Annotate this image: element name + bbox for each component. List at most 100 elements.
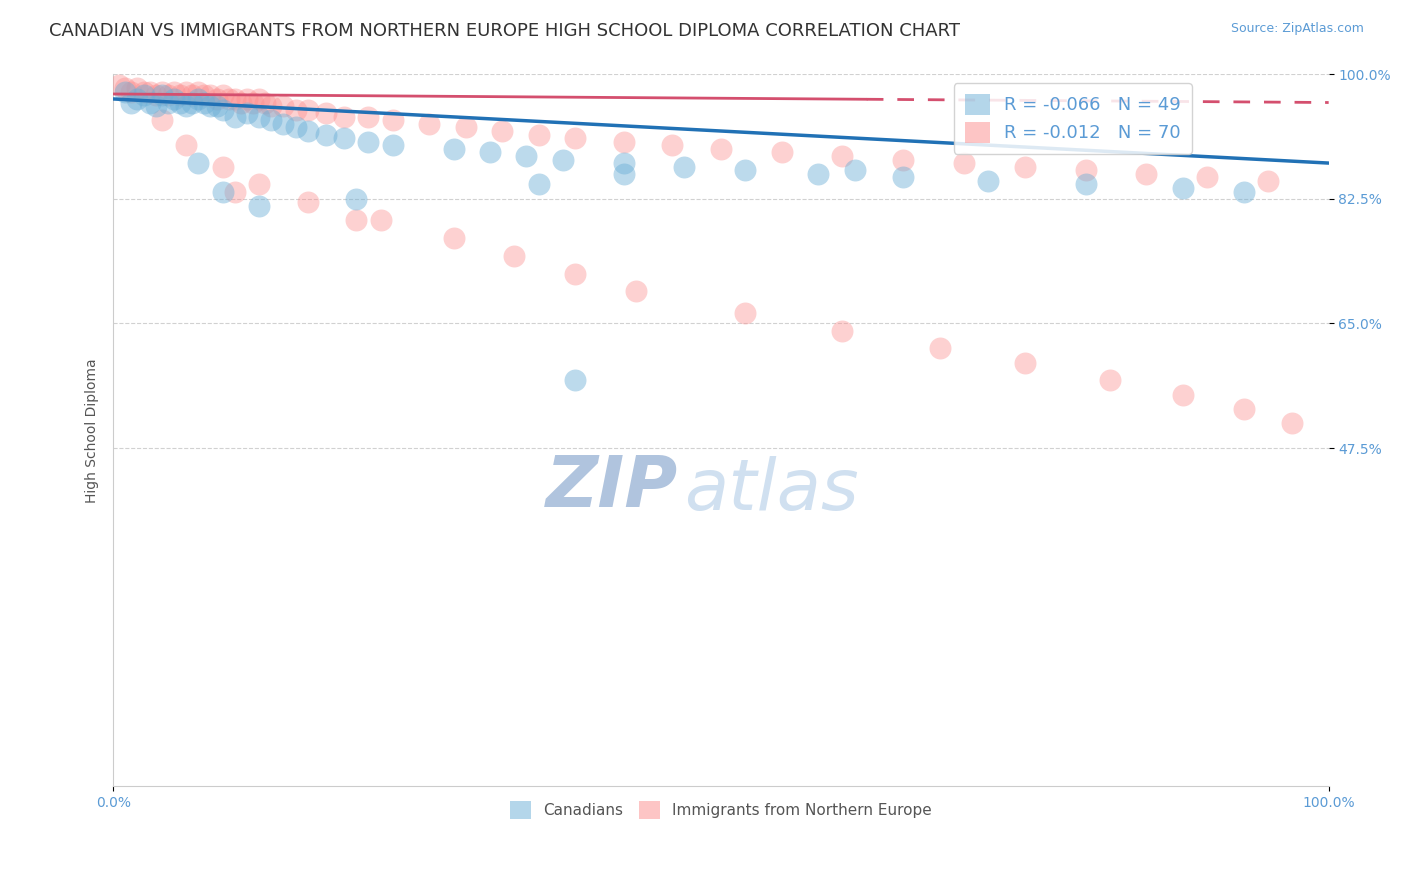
Point	[297, 195, 319, 210]
Point	[169, 95, 191, 110]
Point	[205, 92, 228, 106]
Point	[844, 163, 866, 178]
Point	[200, 88, 222, 103]
Point	[236, 106, 259, 120]
Point	[564, 267, 586, 281]
Point	[211, 185, 233, 199]
Point	[370, 213, 392, 227]
Point	[710, 142, 733, 156]
Point	[734, 306, 756, 320]
Point	[333, 131, 356, 145]
Point	[163, 92, 186, 106]
Point	[224, 92, 246, 106]
Point	[138, 95, 160, 110]
Point	[357, 135, 380, 149]
Point	[224, 185, 246, 199]
Point	[1232, 401, 1254, 416]
Point	[174, 85, 197, 99]
Point	[315, 106, 337, 120]
Y-axis label: High School Diploma: High School Diploma	[86, 358, 100, 502]
Point	[443, 231, 465, 245]
Point	[242, 95, 264, 110]
Point	[1074, 163, 1097, 178]
Point	[145, 99, 167, 113]
Point	[381, 138, 404, 153]
Point	[187, 92, 209, 106]
Point	[418, 117, 440, 131]
Point	[1171, 181, 1194, 195]
Point	[673, 160, 696, 174]
Point	[174, 99, 197, 113]
Point	[211, 160, 233, 174]
Point	[297, 124, 319, 138]
Point	[297, 103, 319, 117]
Point	[734, 163, 756, 178]
Point	[1098, 373, 1121, 387]
Point	[503, 249, 526, 263]
Point	[443, 142, 465, 156]
Point	[273, 99, 295, 113]
Point	[193, 88, 215, 103]
Point	[254, 95, 277, 110]
Point	[1014, 355, 1036, 369]
Point	[156, 88, 179, 103]
Point	[831, 149, 853, 163]
Point	[247, 178, 270, 192]
Point	[181, 95, 204, 110]
Point	[200, 99, 222, 113]
Point	[205, 99, 228, 113]
Point	[1197, 170, 1219, 185]
Point	[891, 153, 914, 167]
Point	[145, 88, 167, 103]
Point	[114, 85, 136, 99]
Point	[613, 156, 636, 170]
Point	[454, 120, 477, 135]
Point	[247, 92, 270, 106]
Point	[108, 78, 131, 92]
Point	[831, 324, 853, 338]
Point	[284, 120, 307, 135]
Point	[247, 110, 270, 124]
Point	[515, 149, 537, 163]
Point	[807, 167, 830, 181]
Point	[193, 95, 215, 110]
Point	[181, 88, 204, 103]
Point	[138, 85, 160, 99]
Point	[114, 81, 136, 95]
Point	[174, 138, 197, 153]
Point	[150, 88, 173, 103]
Point	[224, 110, 246, 124]
Point	[132, 88, 155, 103]
Point	[491, 124, 513, 138]
Point	[344, 213, 367, 227]
Point	[613, 167, 636, 181]
Text: ZIP: ZIP	[546, 453, 678, 522]
Text: Source: ZipAtlas.com: Source: ZipAtlas.com	[1230, 22, 1364, 36]
Point	[229, 95, 252, 110]
Point	[661, 138, 683, 153]
Point	[163, 85, 186, 99]
Point	[187, 156, 209, 170]
Point	[284, 103, 307, 117]
Point	[273, 117, 295, 131]
Point	[527, 128, 550, 142]
Point	[260, 99, 283, 113]
Point	[381, 113, 404, 128]
Point	[156, 95, 179, 110]
Point	[315, 128, 337, 142]
Point	[527, 178, 550, 192]
Point	[1135, 167, 1157, 181]
Point	[187, 85, 209, 99]
Point	[150, 113, 173, 128]
Point	[770, 145, 793, 160]
Point	[120, 85, 142, 99]
Point	[127, 92, 149, 106]
Point	[551, 153, 574, 167]
Point	[247, 199, 270, 213]
Point	[1074, 178, 1097, 192]
Point	[1171, 387, 1194, 401]
Legend: Canadians, Immigrants from Northern Europe: Canadians, Immigrants from Northern Euro…	[503, 796, 938, 825]
Point	[211, 103, 233, 117]
Text: atlas: atlas	[685, 457, 859, 525]
Point	[120, 95, 142, 110]
